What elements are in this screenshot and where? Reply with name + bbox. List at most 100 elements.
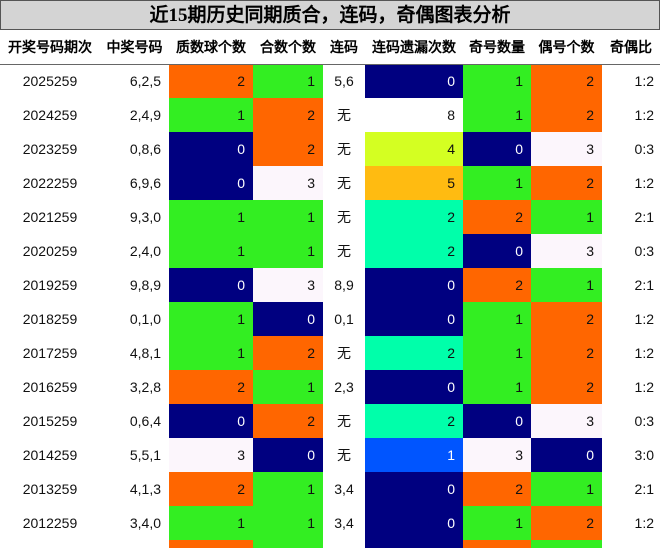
odd-count-cell: 1 bbox=[463, 370, 531, 404]
period-cell: 2016259 bbox=[0, 370, 100, 404]
lianma-miss-cell: 0 bbox=[365, 472, 463, 506]
prime-count-cell: 1 bbox=[169, 234, 253, 268]
period-cell: 2020259 bbox=[0, 234, 100, 268]
prime-count-cell: 1 bbox=[169, 336, 253, 370]
table-row: 2024259 2,4,9 1 2 无 8 1 2 1:2 bbox=[0, 98, 660, 132]
numbers-cell: 2,4,0 bbox=[100, 234, 169, 268]
odd-count-cell: 0 bbox=[463, 132, 531, 166]
page-title: 近15期历史同期质合，连码，奇偶图表分析 bbox=[0, 0, 660, 30]
composite-count-cell: 2 bbox=[253, 404, 323, 438]
lianma-cell: 无 bbox=[323, 98, 365, 132]
even-count-cell: 2 bbox=[531, 64, 602, 98]
odd-even-ratio-cell: 2:1 bbox=[602, 472, 660, 506]
lianma-miss-cell: 0 bbox=[365, 64, 463, 98]
period-cell: 2023259 bbox=[0, 132, 100, 166]
lianma-cell: 无 bbox=[323, 438, 365, 472]
composite-count-cell: 1 bbox=[253, 370, 323, 404]
lianma-cell: 3,4 bbox=[323, 472, 365, 506]
lianma-miss-cell: 0 bbox=[365, 268, 463, 302]
odd-count-cell: 3 bbox=[463, 438, 531, 472]
numbers-cell: 4,8,1 bbox=[100, 336, 169, 370]
col-header-miss: 连码遗漏次数 bbox=[365, 30, 463, 65]
lianma-cell: 8,9 bbox=[323, 268, 365, 302]
composite-count-cell: 3 bbox=[253, 268, 323, 302]
period-cell: 2022259 bbox=[0, 166, 100, 200]
col-header-ratio: 奇偶比 bbox=[602, 30, 660, 65]
composite-count-cell: 0 bbox=[253, 438, 323, 472]
lianma-miss-cell: 0 bbox=[365, 506, 463, 540]
table-row: 2015259 0,6,4 0 2 无 2 0 3 0:3 bbox=[0, 404, 660, 438]
table-row: 2012259 3,4,0 1 1 3,4 0 1 2 1:2 bbox=[0, 506, 660, 540]
numbers-cell: 0,8,6 bbox=[100, 132, 169, 166]
odd-count-cell: 1 bbox=[463, 64, 531, 98]
odd-count-cell: 1 bbox=[463, 336, 531, 370]
lianma-miss-cell: 2 bbox=[365, 234, 463, 268]
lianma-cell: 无 bbox=[323, 166, 365, 200]
period-cell: 2017259 bbox=[0, 336, 100, 370]
table-row: 2022259 6,9,6 0 3 无 5 1 2 1:2 bbox=[0, 166, 660, 200]
numbers-cell: 3,2,8 bbox=[100, 370, 169, 404]
header-row: 开奖号码期次 中奖号码 质数球个数 合数个数 连码 连码遗漏次数 奇号数量 偶号… bbox=[0, 30, 660, 65]
odd-even-ratio-cell: 1:2 bbox=[602, 506, 660, 540]
odd-count-cell: 0 bbox=[463, 234, 531, 268]
composite-count-cell: 1 bbox=[253, 64, 323, 98]
table-row: 2023259 0,8,6 0 2 无 4 0 3 0:3 bbox=[0, 132, 660, 166]
numbers-cell: 5,5,1 bbox=[100, 438, 169, 472]
odd-even-ratio-cell: 1:2 bbox=[602, 370, 660, 404]
prime-count-cell: 1 bbox=[169, 506, 253, 540]
even-count-cell: 3 bbox=[531, 132, 602, 166]
col-header-even: 偶号个数 bbox=[531, 30, 602, 65]
even-count-cell: 1 bbox=[531, 268, 602, 302]
lianma-miss-cell: 0 bbox=[365, 302, 463, 336]
prime-count-cell: 1 bbox=[169, 98, 253, 132]
lianma-miss-cell: 0 bbox=[365, 370, 463, 404]
numbers-cell: 0,1,0 bbox=[100, 302, 169, 336]
odd-even-ratio-cell: 1:2 bbox=[602, 64, 660, 98]
even-count-cell: 3 bbox=[531, 404, 602, 438]
prime-count-cell: 2 bbox=[169, 64, 253, 98]
even-count-cell: 0 bbox=[531, 438, 602, 472]
even-count-cell: 3 bbox=[531, 234, 602, 268]
lianma-miss-cell: 2 bbox=[365, 200, 463, 234]
odd-count-cell: 2 bbox=[463, 268, 531, 302]
even-count-cell: 1 bbox=[531, 472, 602, 506]
table-row: 2020259 2,4,0 1 1 无 2 0 3 0:3 bbox=[0, 234, 660, 268]
prime-count-cell: 0 bbox=[169, 404, 253, 438]
odd-even-ratio-cell: 1:2 bbox=[602, 336, 660, 370]
odd-even-ratio-cell: 3:0 bbox=[602, 438, 660, 472]
numbers-cell: 6,9,6 bbox=[100, 166, 169, 200]
composite-count-cell: 1 bbox=[253, 234, 323, 268]
table-row: 2016259 3,2,8 2 1 2,3 0 1 2 1:2 bbox=[0, 370, 660, 404]
numbers-cell: 6,2,5 bbox=[100, 64, 169, 98]
numbers-cell: 0,6,4 bbox=[100, 404, 169, 438]
numbers-cell: 3,6,5 bbox=[100, 540, 169, 548]
lianma-cell: 无 bbox=[323, 336, 365, 370]
even-count-cell: 1 bbox=[531, 200, 602, 234]
table-row: 2019259 9,8,9 0 3 8,9 0 2 1 2:1 bbox=[0, 268, 660, 302]
composite-count-cell: 2 bbox=[253, 98, 323, 132]
table-row: 2025259 6,2,5 2 1 5,6 0 1 2 1:2 bbox=[0, 64, 660, 98]
numbers-cell: 3,4,0 bbox=[100, 506, 169, 540]
lianma-cell: 5,6 bbox=[323, 540, 365, 548]
odd-count-cell: 0 bbox=[463, 404, 531, 438]
numbers-cell: 4,1,3 bbox=[100, 472, 169, 506]
odd-even-ratio-cell: 2:1 bbox=[602, 268, 660, 302]
composite-count-cell: 0 bbox=[253, 302, 323, 336]
numbers-cell: 9,8,9 bbox=[100, 268, 169, 302]
composite-count-cell: 1 bbox=[253, 200, 323, 234]
table-row: 2021259 9,3,0 1 1 无 2 2 1 2:1 bbox=[0, 200, 660, 234]
period-cell: 2024259 bbox=[0, 98, 100, 132]
lianma-cell: 5,6 bbox=[323, 64, 365, 98]
lianma-miss-cell: 2 bbox=[365, 336, 463, 370]
prime-count-cell: 1 bbox=[169, 200, 253, 234]
col-header-prime: 质数球个数 bbox=[169, 30, 253, 65]
odd-even-ratio-cell: 0:3 bbox=[602, 404, 660, 438]
numbers-cell: 9,3,0 bbox=[100, 200, 169, 234]
col-header-numbers: 中奖号码 bbox=[100, 30, 169, 65]
table-row: 2017259 4,8,1 1 2 无 2 1 2 1:2 bbox=[0, 336, 660, 370]
table-row: 2014259 5,5,1 3 0 无 1 3 0 3:0 bbox=[0, 438, 660, 472]
composite-count-cell: 1 bbox=[253, 472, 323, 506]
table-row: 2013259 4,1,3 2 1 3,4 0 2 1 2:1 bbox=[0, 472, 660, 506]
odd-even-ratio-cell: 0:3 bbox=[602, 132, 660, 166]
